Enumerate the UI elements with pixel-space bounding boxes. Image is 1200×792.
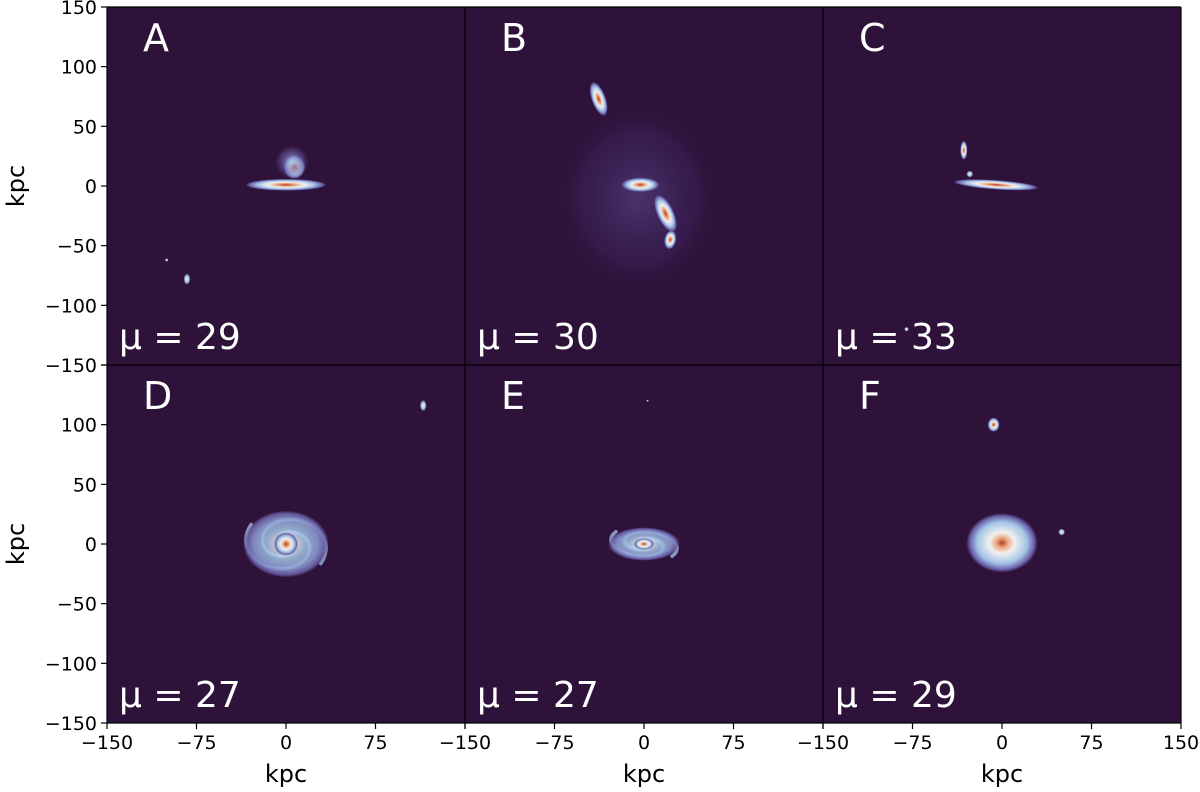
x-tick-label: −150 — [81, 732, 133, 754]
y-tick-label: −150 — [45, 713, 97, 735]
galaxy-blob — [654, 194, 677, 233]
galaxy-compact — [966, 512, 1038, 573]
panel-b: Bμ = 30 — [465, 7, 823, 365]
x-tick-label: 75 — [363, 732, 387, 754]
ticks-layer: −150 −75 0 75 −150 −75 0 75 −150 −75 0 75 150 150 100 5… — [45, 0, 1199, 754]
panel-features — [164, 145, 327, 286]
x-tick-label: −75 — [534, 732, 574, 754]
y-tick-label: −100 — [45, 295, 97, 317]
y-tick-label: 100 — [61, 57, 97, 79]
x-tick-label: 150 — [1163, 732, 1199, 754]
x-tick-label: 0 — [280, 732, 292, 754]
panel-letter: A — [143, 16, 169, 60]
panel-e: Eμ = 27 — [465, 365, 823, 723]
mu-label: μ = 27 — [119, 675, 241, 716]
y-tick-label: 50 — [73, 116, 97, 138]
galaxy-scatter — [554, 102, 722, 294]
x-tick-label: 75 — [721, 732, 745, 754]
x-axis-title-middle: kpc — [623, 760, 665, 788]
y-tick-label: −100 — [45, 653, 97, 675]
panel-letter: B — [501, 16, 527, 60]
panel-letter: D — [143, 374, 172, 418]
mu-label: μ = 30 — [477, 317, 599, 358]
panel-c: Cμ = 33 — [823, 7, 1181, 365]
panel-letter: E — [501, 374, 525, 418]
galaxy-dot — [646, 399, 649, 402]
panel-features — [608, 399, 680, 561]
galaxy-core — [633, 538, 655, 550]
galaxy-dot — [966, 170, 974, 178]
galaxy-blob — [960, 140, 968, 160]
y-tick-label: −50 — [57, 594, 97, 616]
panel-letter: C — [859, 16, 886, 60]
x-tick-label: −150 — [439, 732, 491, 754]
panel-d: Dμ = 27 — [107, 365, 465, 723]
panel-letter: F — [859, 374, 881, 418]
galaxy-blob — [987, 417, 1000, 432]
galaxy-dot — [1058, 528, 1066, 536]
galaxy-disk — [245, 178, 327, 191]
galaxy-core — [273, 532, 299, 556]
galaxy-blob — [664, 230, 677, 250]
galaxy-disk — [953, 179, 1039, 191]
galaxy-blob — [589, 81, 608, 116]
y-tick-label: −150 — [45, 355, 97, 377]
y-tick-label: 0 — [85, 534, 97, 556]
x-tick-label: −150 — [797, 732, 849, 754]
mu-label: μ = 29 — [835, 675, 957, 716]
galaxy-dot — [164, 258, 169, 262]
y-tick-label: 150 — [61, 0, 97, 19]
galaxy-dot — [419, 399, 427, 412]
x-tick-label: 0 — [996, 732, 1008, 754]
y-tick-label: 0 — [85, 176, 97, 198]
panel-features — [243, 399, 427, 578]
y-tick-label: 100 — [61, 415, 97, 437]
x-tick-label: 0 — [638, 732, 650, 754]
y-axis-title-top: kpc — [2, 165, 30, 207]
galaxy-dot — [183, 273, 191, 286]
x-axis-title-right: kpc — [981, 760, 1023, 788]
panel-features — [554, 81, 722, 294]
y-tick-label: −50 — [57, 236, 97, 258]
x-tick-label: 75 — [1079, 732, 1103, 754]
mu-label: μ = 33 — [835, 317, 957, 358]
x-axis-title-left: kpc — [265, 760, 307, 788]
panel-a: Aμ = 29 — [107, 7, 465, 365]
y-tick-label: 50 — [73, 474, 97, 496]
y-axis-title-bottom: kpc — [2, 523, 30, 565]
mu-label: μ = 27 — [477, 675, 599, 716]
galaxy-halo — [275, 145, 309, 179]
panel-f: Fμ = 29 — [823, 365, 1181, 723]
panel-features — [904, 140, 1039, 332]
mu-label: μ = 29 — [119, 317, 241, 358]
galaxy-disk — [621, 177, 660, 192]
panel-features — [966, 417, 1066, 573]
x-tick-label: −75 — [892, 732, 932, 754]
galaxy-dot — [904, 326, 909, 332]
x-tick-label: −75 — [176, 732, 216, 754]
